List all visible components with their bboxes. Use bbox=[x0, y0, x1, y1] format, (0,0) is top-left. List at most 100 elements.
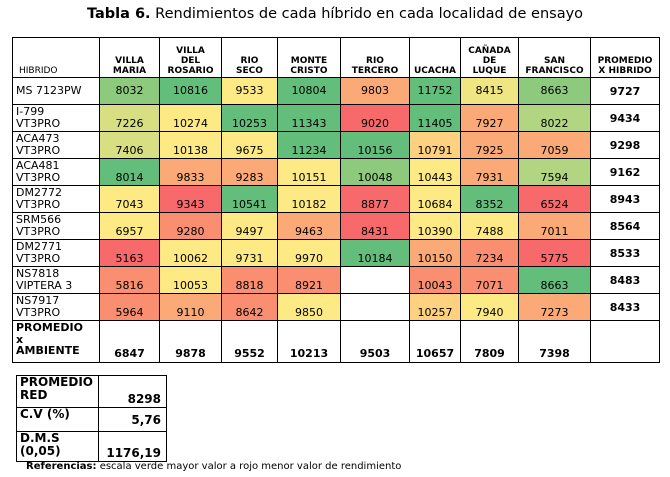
column-header: UCACHA bbox=[409, 37, 461, 78]
yield-cell bbox=[340, 266, 410, 294]
hybrid-average-cell: 9727 bbox=[590, 77, 660, 105]
hybrid-name-line: VT3PRO bbox=[16, 144, 61, 157]
hybrid-name-line: VT3PRO bbox=[16, 171, 61, 184]
yield-cell: 11752 bbox=[409, 77, 461, 105]
yield-table: HIBRIDO VILLA MARIA VILLA DEL ROSARIO RIO SECO M… bbox=[12, 37, 660, 363]
hybrid-average-cell: 8943 bbox=[590, 185, 660, 213]
yield-cell: 6957 bbox=[99, 212, 160, 240]
yield-cell: 9803 bbox=[340, 77, 410, 105]
stats-label-line: D.M.S bbox=[20, 431, 60, 445]
column-header-line: PROMEDIO bbox=[597, 56, 653, 66]
hybrid-name-cell: NS7818 VIPTERA 3 bbox=[12, 266, 100, 294]
yield-cell: 9850 bbox=[277, 293, 341, 321]
hybrid-name-cell: ACA481 VT3PRO bbox=[12, 158, 100, 186]
column-header-line: LUQUE bbox=[472, 66, 507, 76]
yield-cell: 8663 bbox=[518, 266, 591, 294]
environment-average-cell: 7809 bbox=[460, 320, 519, 363]
yield-cell: 9533 bbox=[221, 77, 278, 105]
stats-value: 1176,19 bbox=[98, 431, 167, 462]
yield-cell: 9731 bbox=[221, 239, 278, 267]
hybrid-name-cell: ACA473 VT3PRO bbox=[12, 131, 100, 159]
yield-cell: 9283 bbox=[221, 158, 278, 186]
hybrid-name-cell: I-799 VT3PRO bbox=[12, 104, 100, 132]
yield-cell: 11343 bbox=[277, 104, 341, 132]
hybrid-average-cell: 9298 bbox=[590, 131, 660, 159]
environment-average-cell: 9878 bbox=[159, 320, 222, 363]
yield-cell: 10138 bbox=[159, 131, 222, 159]
yield-cell: 7488 bbox=[460, 212, 519, 240]
yield-cell: 7273 bbox=[518, 293, 591, 321]
yield-cell: 5964 bbox=[99, 293, 160, 321]
yield-cell: 10443 bbox=[409, 158, 461, 186]
environment-average-cell: 9552 bbox=[221, 320, 278, 363]
yield-cell: 10182 bbox=[277, 185, 341, 213]
hybrid-average-cell: 8483 bbox=[590, 266, 660, 294]
yield-cell: 5775 bbox=[518, 239, 591, 267]
yield-cell: 8642 bbox=[221, 293, 278, 321]
environment-average-cell: 6847 bbox=[99, 320, 160, 363]
table-title-text: Rendimientos de cada híbrido en cada loc… bbox=[150, 6, 584, 22]
stats-row: C.V (%) 5,76 bbox=[16, 407, 167, 432]
yield-cell: 8921 bbox=[277, 266, 341, 294]
hybrid-name-cell: NS7917 VT3PRO bbox=[12, 293, 100, 321]
hybrid-name-line: SRM566 bbox=[16, 212, 62, 226]
hybrid-name-line: VT3PRO bbox=[16, 306, 61, 319]
table-row: SRM566 VT3PRO 6957 9280 9497 9463 8431 10390 748… bbox=[12, 212, 660, 240]
table-row: NS7917 VT3PRO 5964 9110 8642 9850 10257 7940 727… bbox=[12, 293, 660, 321]
yield-cell: 7940 bbox=[460, 293, 519, 321]
yield-cell: 7059 bbox=[518, 131, 591, 159]
column-header-line: SECO bbox=[236, 66, 263, 76]
column-header: SAN FRANCISCO bbox=[518, 37, 591, 78]
environment-average-cell: 10657 bbox=[409, 320, 461, 363]
yield-cell: 10062 bbox=[159, 239, 222, 267]
table-row: DM2772 VT3PRO 7043 9343 10541 10182 8877 10684 8… bbox=[12, 185, 660, 213]
yield-cell: 8431 bbox=[340, 212, 410, 240]
hybrid-name-cell: MS 7123PW bbox=[12, 77, 100, 105]
yield-cell: 7011 bbox=[518, 212, 591, 240]
table-row: ACA473 VT3PRO 7406 10138 9675 11234 10156 10791… bbox=[12, 131, 660, 159]
hybrid-name-cell: SRM566 VT3PRO bbox=[12, 212, 100, 240]
yield-cell: 10048 bbox=[340, 158, 410, 186]
yield-cell: 7234 bbox=[460, 239, 519, 267]
yield-cell: 7927 bbox=[460, 104, 519, 132]
column-header: CAÑADA DE LUQUE bbox=[460, 37, 519, 78]
yield-cell: 9020 bbox=[340, 104, 410, 132]
yield-cell: 10804 bbox=[277, 77, 341, 105]
hybrid-name-cell: DM2772 VT3PRO bbox=[12, 185, 100, 213]
environment-average-cell: 9503 bbox=[340, 320, 410, 363]
yield-cell: 10253 bbox=[221, 104, 278, 132]
yield-cell: 10151 bbox=[277, 158, 341, 186]
hybrid-average-cell: 8564 bbox=[590, 212, 660, 240]
stats-value: 8298 bbox=[98, 375, 167, 408]
table-row: NS7818 VIPTERA 3 5816 10053 8818 8921 10043 707… bbox=[12, 266, 660, 294]
hybrid-name-line: VT3PRO bbox=[16, 252, 61, 265]
hybrid-name-line: VIPTERA 3 bbox=[16, 279, 73, 292]
column-header: RIO TERCERO bbox=[340, 37, 410, 78]
yield-cell: 10257 bbox=[409, 293, 461, 321]
stats-label: PROMEDIO RED bbox=[16, 375, 99, 408]
environment-average-label-line: AMBIENTE bbox=[16, 344, 80, 357]
column-header: RIO SECO bbox=[221, 37, 278, 78]
environment-average-cell: 10213 bbox=[277, 320, 341, 363]
hybrid-name-line: ACA473 bbox=[16, 131, 60, 145]
stats-label-line: RED bbox=[20, 388, 48, 402]
yield-cell: 8014 bbox=[99, 158, 160, 186]
yield-cell: 8352 bbox=[460, 185, 519, 213]
table-title: Tabla 6. Rendimientos de cada híbrido en… bbox=[0, 6, 670, 22]
yield-cell: 9343 bbox=[159, 185, 222, 213]
yield-cell: 10274 bbox=[159, 104, 222, 132]
yield-cell: 7043 bbox=[99, 185, 160, 213]
yield-cell: 8032 bbox=[99, 77, 160, 105]
table-row: ACA481 VT3PRO 8014 9833 9283 10151 10048 10443 7… bbox=[12, 158, 660, 186]
yield-cell: 7931 bbox=[460, 158, 519, 186]
yield-cell: 9280 bbox=[159, 212, 222, 240]
stats-label-line: PROMEDIO bbox=[20, 375, 94, 389]
yield-cell: 8663 bbox=[518, 77, 591, 105]
stats-label-line: C.V (%) bbox=[20, 407, 70, 421]
column-header-line: MONTE bbox=[290, 56, 328, 66]
environment-average-label-line: x bbox=[16, 332, 24, 346]
yield-cell: 9833 bbox=[159, 158, 222, 186]
yield-cell: 10541 bbox=[221, 185, 278, 213]
yield-cell: 6524 bbox=[518, 185, 591, 213]
yield-cell: 5816 bbox=[99, 266, 160, 294]
